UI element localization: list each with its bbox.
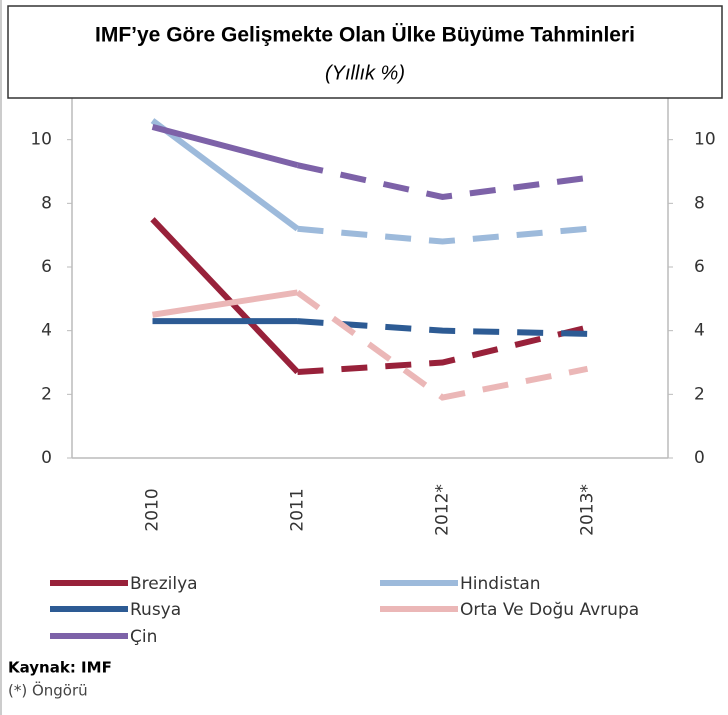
legend-label: Brezilya <box>130 574 198 594</box>
y2-tick-label: 2 <box>694 384 705 404</box>
line-series <box>152 289 298 318</box>
title-box <box>7 5 723 99</box>
x-tick-label: 2013* <box>578 484 598 536</box>
legend-label: Rusya <box>130 600 181 620</box>
line-series <box>295 290 589 401</box>
y-tick-label: 8 <box>41 193 52 213</box>
y2-tick-label: 0 <box>694 448 705 468</box>
line-series <box>297 324 589 376</box>
legend-label: Çin <box>130 627 157 647</box>
x-tick-label: 2011 <box>288 488 308 531</box>
y2-tick-label: 6 <box>694 257 705 277</box>
plot: 0 2 4 6 8 10 0 2 4 6 8 10 2010 2011 2012* 2013* <box>30 76 716 536</box>
y-tick-label: 4 <box>41 321 52 341</box>
line-series <box>296 162 588 201</box>
y2-tick-label: 4 <box>694 321 705 341</box>
note: (*) Öngörü <box>8 681 88 700</box>
chart-subtitle: (Yıllık %) <box>325 62 405 84</box>
source: Kaynak: IMF <box>8 659 112 677</box>
legend-label: Hindistan <box>460 574 541 594</box>
legend-label: Orta Ve Doğu Avrupa <box>460 600 639 620</box>
y2-tick-label: 8 <box>694 193 705 213</box>
y-tick-label: 10 <box>30 130 52 150</box>
line-series <box>297 225 588 245</box>
line-series <box>150 217 300 375</box>
line-series <box>150 118 300 232</box>
y2-tick-label: 10 <box>694 130 716 150</box>
y-tick-label: 6 <box>41 257 52 277</box>
x-tick-label: 2010 <box>143 488 163 531</box>
y-tick-label: 2 <box>41 384 52 404</box>
legend: Brezilya Hindistan Rusya Orta Ve Doğu Avrup… <box>50 574 639 647</box>
y-tick-label: 0 <box>41 448 52 468</box>
chart-title: IMF’ye Göre Gelişmekte Olan Ülke Büyüme … <box>95 24 635 47</box>
line-series <box>151 124 299 169</box>
x-tick-label: 2012* <box>433 484 453 536</box>
